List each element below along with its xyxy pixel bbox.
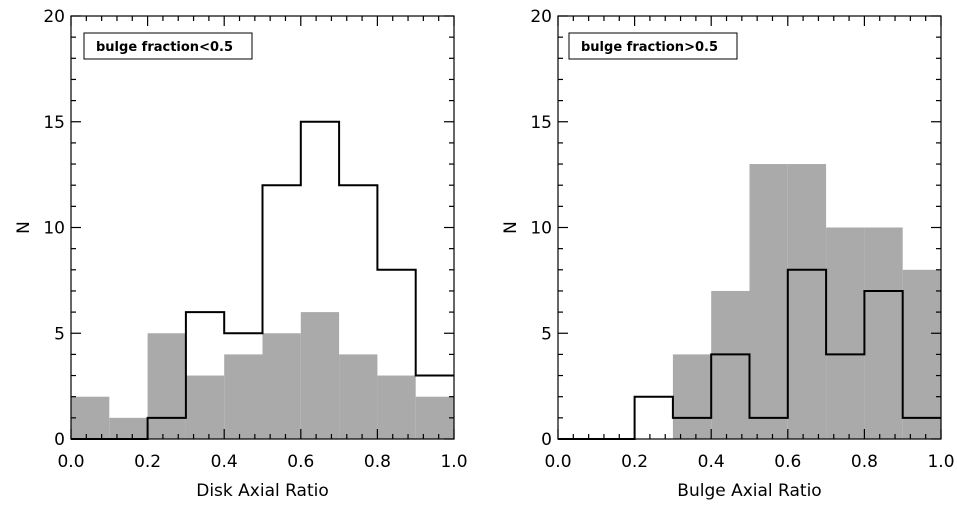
x-tick-label: 0.8 [851,452,878,472]
x-axis-title: Bulge Axial Ratio [677,481,821,501]
legend-box [83,32,253,60]
gray-bar [147,333,186,439]
y-tick-label: 20 [43,7,65,27]
panel-1: 0.0 0.2 0.4 0.6 0.8 1.0 0 5 10 15 20 Disk Axial Rat… [14,7,468,501]
gray-bar [711,290,750,439]
x-tick-label: 0.2 [621,452,648,472]
gray-bar [339,354,378,439]
gray-bar [300,312,340,439]
x-tick-label: 0.2 [134,452,161,472]
gray-bar [826,227,865,439]
y-axis-title: N [501,221,521,234]
gray-bar [787,164,827,440]
panel-2: 0.0 0.2 0.4 0.6 0.8 1.0 0 5 10 15 20 Bulge Axial Ra… [501,7,955,501]
x-tick-label: 0.0 [544,452,571,472]
y-tick-label: 0 [54,430,65,450]
y-tick-label: 10 [530,219,552,239]
gray-bar [864,227,903,439]
gray-bar [672,354,712,439]
gray-bar [415,396,454,439]
legend-label: bulge fraction<0.5 [96,40,233,55]
outline-histogram [71,120,454,440]
x-tick-label: 0.4 [211,452,238,472]
gray-bar [262,333,301,439]
y-tick-label: 20 [530,7,552,27]
gray-bar [109,417,148,439]
x-tick-label: 0.8 [364,452,391,472]
x-tick-label: 0.6 [287,452,314,472]
gray-bar [224,354,263,439]
gray-bar [902,269,941,439]
y-tick-label: 5 [541,324,552,344]
gray-bar [71,396,110,439]
x-axis-title: Disk Axial Ratio [196,481,329,501]
x-tick-label: 0.0 [57,452,84,472]
y-tick-label: 10 [43,219,65,239]
x-tick-label: 1.0 [927,452,954,472]
x-tick-label: 0.4 [698,452,725,472]
outline-histogram [558,268,941,440]
gray-bar [185,375,225,439]
x-tick-label: 0.6 [774,452,801,472]
legend-box [568,32,738,60]
y-axis-title: N [14,221,34,234]
y-tick-label: 5 [54,324,65,344]
gray-bar [377,375,416,439]
y-tick-label: 15 [43,113,65,133]
gray-bar [749,164,788,440]
legend-label: bulge fraction>0.5 [581,40,718,55]
y-tick-label: 0 [541,430,552,450]
y-tick-label: 15 [530,113,552,133]
x-tick-label: 1.0 [440,452,467,472]
